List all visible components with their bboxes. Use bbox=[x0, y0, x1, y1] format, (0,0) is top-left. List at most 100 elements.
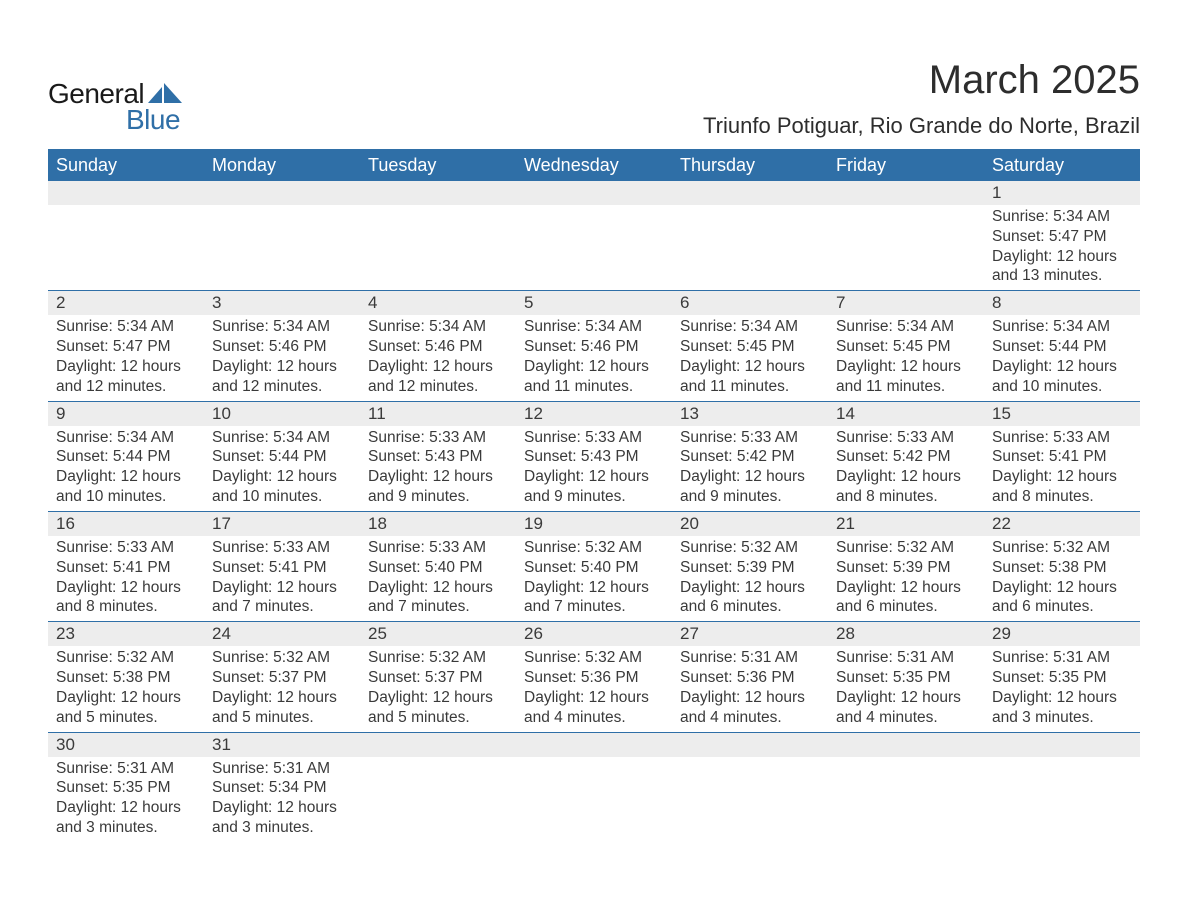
detail-sunset: Sunset: 5:45 PM bbox=[836, 337, 976, 357]
weekday-header: Saturday bbox=[984, 149, 1140, 181]
detail-day2: and 5 minutes. bbox=[56, 708, 196, 728]
detail-sunset: Sunset: 5:38 PM bbox=[992, 558, 1132, 578]
day-detail-row: Sunrise: 5:34 AMSunset: 5:47 PMDaylight:… bbox=[48, 205, 1140, 291]
detail-day2: and 10 minutes. bbox=[992, 377, 1132, 397]
detail-day1: Daylight: 12 hours bbox=[212, 357, 352, 377]
day-detail-cell bbox=[360, 757, 516, 842]
day-detail-cell: Sunrise: 5:33 AMSunset: 5:43 PMDaylight:… bbox=[516, 426, 672, 512]
detail-sunrise: Sunrise: 5:32 AM bbox=[368, 648, 508, 668]
detail-sunset: Sunset: 5:45 PM bbox=[680, 337, 820, 357]
day-number-cell bbox=[672, 732, 828, 757]
day-detail-row: Sunrise: 5:34 AMSunset: 5:47 PMDaylight:… bbox=[48, 315, 1140, 401]
detail-day2: and 3 minutes. bbox=[212, 818, 352, 838]
day-detail-cell: Sunrise: 5:31 AMSunset: 5:35 PMDaylight:… bbox=[48, 757, 204, 842]
day-detail-cell: Sunrise: 5:34 AMSunset: 5:46 PMDaylight:… bbox=[204, 315, 360, 401]
day-detail-row: Sunrise: 5:34 AMSunset: 5:44 PMDaylight:… bbox=[48, 426, 1140, 512]
day-detail-cell: Sunrise: 5:34 AMSunset: 5:47 PMDaylight:… bbox=[984, 205, 1140, 291]
day-number-cell bbox=[984, 732, 1140, 757]
detail-day1: Daylight: 12 hours bbox=[368, 688, 508, 708]
day-detail-cell: Sunrise: 5:33 AMSunset: 5:43 PMDaylight:… bbox=[360, 426, 516, 512]
day-detail-cell: Sunrise: 5:34 AMSunset: 5:45 PMDaylight:… bbox=[672, 315, 828, 401]
detail-sunset: Sunset: 5:46 PM bbox=[524, 337, 664, 357]
detail-sunset: Sunset: 5:37 PM bbox=[212, 668, 352, 688]
day-number-cell bbox=[828, 732, 984, 757]
detail-sunrise: Sunrise: 5:32 AM bbox=[524, 648, 664, 668]
detail-day1: Daylight: 12 hours bbox=[212, 467, 352, 487]
detail-day1: Daylight: 12 hours bbox=[212, 578, 352, 598]
day-detail-cell: Sunrise: 5:34 AMSunset: 5:44 PMDaylight:… bbox=[204, 426, 360, 512]
day-number-cell bbox=[360, 732, 516, 757]
detail-sunrise: Sunrise: 5:33 AM bbox=[368, 538, 508, 558]
calendar-table: Sunday Monday Tuesday Wednesday Thursday… bbox=[48, 149, 1140, 842]
detail-day2: and 6 minutes. bbox=[992, 597, 1132, 617]
detail-sunrise: Sunrise: 5:33 AM bbox=[680, 428, 820, 448]
day-detail-cell: Sunrise: 5:34 AMSunset: 5:46 PMDaylight:… bbox=[516, 315, 672, 401]
day-detail-cell bbox=[672, 205, 828, 291]
detail-sunset: Sunset: 5:44 PM bbox=[992, 337, 1132, 357]
day-number-cell: 21 bbox=[828, 511, 984, 536]
detail-sunset: Sunset: 5:35 PM bbox=[992, 668, 1132, 688]
detail-sunset: Sunset: 5:39 PM bbox=[680, 558, 820, 578]
day-detail-cell: Sunrise: 5:32 AMSunset: 5:39 PMDaylight:… bbox=[828, 536, 984, 622]
day-detail-cell: Sunrise: 5:32 AMSunset: 5:38 PMDaylight:… bbox=[48, 646, 204, 732]
detail-sunrise: Sunrise: 5:33 AM bbox=[368, 428, 508, 448]
detail-sunset: Sunset: 5:36 PM bbox=[680, 668, 820, 688]
day-detail-cell: Sunrise: 5:33 AMSunset: 5:42 PMDaylight:… bbox=[828, 426, 984, 512]
day-number-cell: 24 bbox=[204, 622, 360, 647]
day-number-row: 3031 bbox=[48, 732, 1140, 757]
detail-sunset: Sunset: 5:47 PM bbox=[56, 337, 196, 357]
detail-day2: and 4 minutes. bbox=[524, 708, 664, 728]
detail-day2: and 6 minutes. bbox=[836, 597, 976, 617]
day-detail-cell bbox=[516, 205, 672, 291]
detail-sunrise: Sunrise: 5:34 AM bbox=[212, 428, 352, 448]
detail-day2: and 4 minutes. bbox=[680, 708, 820, 728]
day-number-cell: 25 bbox=[360, 622, 516, 647]
weekday-header-row: Sunday Monday Tuesday Wednesday Thursday… bbox=[48, 149, 1140, 181]
detail-day1: Daylight: 12 hours bbox=[524, 357, 664, 377]
detail-sunrise: Sunrise: 5:31 AM bbox=[212, 759, 352, 779]
month-title: March 2025 bbox=[703, 58, 1140, 103]
detail-sunset: Sunset: 5:42 PM bbox=[836, 447, 976, 467]
detail-day1: Daylight: 12 hours bbox=[680, 357, 820, 377]
day-number-cell bbox=[204, 181, 360, 205]
detail-sunrise: Sunrise: 5:34 AM bbox=[524, 317, 664, 337]
detail-sunset: Sunset: 5:43 PM bbox=[368, 447, 508, 467]
day-number-cell: 8 bbox=[984, 291, 1140, 316]
detail-day1: Daylight: 12 hours bbox=[524, 578, 664, 598]
detail-day2: and 11 minutes. bbox=[836, 377, 976, 397]
logo: General Blue bbox=[48, 78, 182, 136]
detail-day2: and 4 minutes. bbox=[836, 708, 976, 728]
detail-sunset: Sunset: 5:38 PM bbox=[56, 668, 196, 688]
detail-sunset: Sunset: 5:44 PM bbox=[212, 447, 352, 467]
weekday-header: Friday bbox=[828, 149, 984, 181]
detail-sunrise: Sunrise: 5:33 AM bbox=[992, 428, 1132, 448]
detail-sunrise: Sunrise: 5:34 AM bbox=[992, 207, 1132, 227]
detail-sunrise: Sunrise: 5:32 AM bbox=[212, 648, 352, 668]
day-detail-cell bbox=[828, 757, 984, 842]
day-detail-cell: Sunrise: 5:33 AMSunset: 5:41 PMDaylight:… bbox=[204, 536, 360, 622]
detail-sunset: Sunset: 5:41 PM bbox=[56, 558, 196, 578]
day-detail-cell bbox=[204, 205, 360, 291]
day-number-cell bbox=[516, 181, 672, 205]
detail-sunrise: Sunrise: 5:34 AM bbox=[56, 428, 196, 448]
detail-sunrise: Sunrise: 5:34 AM bbox=[992, 317, 1132, 337]
detail-day1: Daylight: 12 hours bbox=[56, 688, 196, 708]
day-number-cell bbox=[516, 732, 672, 757]
detail-day2: and 8 minutes. bbox=[992, 487, 1132, 507]
day-detail-cell: Sunrise: 5:32 AMSunset: 5:40 PMDaylight:… bbox=[516, 536, 672, 622]
detail-day1: Daylight: 12 hours bbox=[524, 467, 664, 487]
detail-sunrise: Sunrise: 5:31 AM bbox=[56, 759, 196, 779]
detail-sunrise: Sunrise: 5:34 AM bbox=[56, 317, 196, 337]
calendar-page: General Blue March 2025 Triunfo Potiguar… bbox=[0, 0, 1188, 882]
detail-sunrise: Sunrise: 5:32 AM bbox=[680, 538, 820, 558]
detail-sunrise: Sunrise: 5:34 AM bbox=[680, 317, 820, 337]
day-number-cell bbox=[48, 181, 204, 205]
day-detail-cell bbox=[360, 205, 516, 291]
detail-day2: and 8 minutes. bbox=[56, 597, 196, 617]
day-number-cell: 28 bbox=[828, 622, 984, 647]
detail-day2: and 10 minutes. bbox=[212, 487, 352, 507]
detail-day2: and 5 minutes. bbox=[368, 708, 508, 728]
detail-day2: and 11 minutes. bbox=[680, 377, 820, 397]
day-number-cell: 15 bbox=[984, 401, 1140, 426]
day-detail-row: Sunrise: 5:31 AMSunset: 5:35 PMDaylight:… bbox=[48, 757, 1140, 842]
